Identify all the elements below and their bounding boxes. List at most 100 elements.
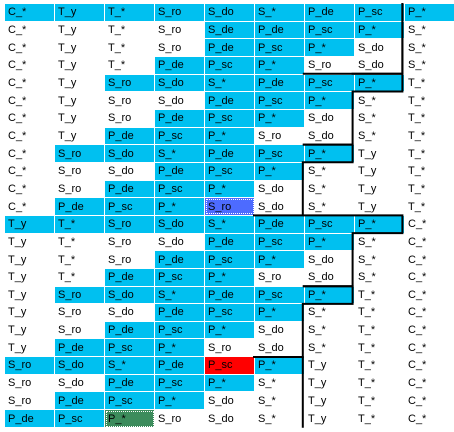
grid-cell[interactable]: S_* xyxy=(204,74,255,92)
grid-cell[interactable]: T_* xyxy=(408,129,426,142)
grid-cell[interactable]: S_* xyxy=(358,235,376,248)
grid-cell[interactable]: P_de xyxy=(104,374,155,392)
grid-cell[interactable]: S_* xyxy=(308,324,326,337)
grid-cell[interactable]: P_* xyxy=(254,162,305,181)
grid-cell[interactable]: S_ro xyxy=(258,129,282,142)
grid-cell[interactable]: S_do xyxy=(258,200,284,213)
grid-cell[interactable]: T_y xyxy=(58,59,77,72)
grid-cell[interactable]: S_ro xyxy=(54,144,105,163)
grid-cell[interactable]: P_* xyxy=(254,56,305,75)
grid-cell[interactable]: T_y xyxy=(308,394,327,407)
grid-cell[interactable]: P_* xyxy=(204,321,255,339)
grid-cell[interactable]: P_de xyxy=(254,74,305,92)
grid-cell[interactable]: C_* xyxy=(8,182,27,195)
grid-cell[interactable]: S_* xyxy=(258,394,276,407)
grid-cell[interactable]: P_de xyxy=(104,127,155,145)
grid-cell[interactable]: C_* xyxy=(8,23,27,36)
grid-cell[interactable]: P_de xyxy=(254,21,305,39)
grid-cell[interactable]: T_y xyxy=(58,112,77,125)
grid-cell[interactable]: P_de xyxy=(104,268,155,286)
grid-cell[interactable]: C_* xyxy=(8,59,27,72)
grid-cell[interactable]: S_* xyxy=(258,412,276,425)
grid-cell[interactable]: C_* xyxy=(408,394,427,407)
grid-cell[interactable]: S_* xyxy=(358,112,376,125)
grid-cell[interactable]: T_* xyxy=(108,41,126,54)
grid-cell[interactable]: T_* xyxy=(58,271,76,284)
grid-cell[interactable]: P_sc xyxy=(304,21,355,39)
grid-cell[interactable]: T_* xyxy=(408,76,426,89)
grid-cell[interactable]: P_de xyxy=(154,303,205,322)
grid-cell[interactable]: C_* xyxy=(408,324,427,337)
selected-cell[interactable]: P_* xyxy=(104,409,155,428)
grid-cell[interactable]: S_* xyxy=(254,3,305,22)
grid-cell[interactable]: S_ro xyxy=(4,356,55,375)
grid-cell[interactable]: P_* xyxy=(304,38,355,57)
grid-cell[interactable]: S_do xyxy=(158,235,184,248)
grid-cell[interactable]: P_sc xyxy=(154,127,205,145)
grid-cell[interactable]: P_* xyxy=(204,374,255,392)
grid-cell[interactable]: T_y xyxy=(58,41,77,54)
grid-cell[interactable]: S_ro xyxy=(108,94,132,107)
grid-cell[interactable]: S_* xyxy=(154,144,205,163)
grid-cell[interactable]: T_* xyxy=(58,235,76,248)
grid-cell[interactable]: S_do xyxy=(208,394,234,407)
grid-cell[interactable]: C_* xyxy=(408,412,427,425)
grid-cell[interactable]: S_* xyxy=(308,341,326,354)
grid-cell[interactable]: P_* xyxy=(154,391,205,410)
grid-cell[interactable]: C_* xyxy=(408,341,427,354)
grid-cell[interactable]: T_* xyxy=(408,147,426,160)
grid-cell[interactable]: S_ro xyxy=(108,253,132,266)
grid-cell[interactable]: P_de xyxy=(54,391,105,410)
grid-cell[interactable]: S_do xyxy=(358,59,384,72)
grid-cell[interactable]: P_sc xyxy=(304,215,355,234)
grid-cell[interactable]: S_* xyxy=(308,182,326,195)
grid-cell[interactable]: T_* xyxy=(408,94,426,107)
grid-cell[interactable]: S_ro xyxy=(108,235,132,248)
grid-cell[interactable]: S_do xyxy=(154,215,205,234)
grid-cell[interactable]: C_* xyxy=(8,165,27,178)
grid-cell[interactable]: P_sc xyxy=(254,233,305,251)
grid-cell[interactable]: S_* xyxy=(308,165,326,178)
grid-cell[interactable]: T_* xyxy=(58,253,76,266)
grid-cell[interactable]: T_* xyxy=(104,3,155,22)
grid-cell[interactable]: S_* xyxy=(104,356,155,375)
selected-cell[interactable]: P_sc xyxy=(204,356,255,375)
grid-cell[interactable]: T_y xyxy=(358,165,377,178)
grid-cell[interactable]: S_ro xyxy=(8,377,32,390)
grid-cell[interactable]: S_* xyxy=(308,306,326,319)
grid-cell[interactable]: T_* xyxy=(358,324,376,337)
grid-cell[interactable]: P_* xyxy=(254,356,305,375)
grid-cell[interactable]: S_ro xyxy=(308,59,332,72)
grid-cell[interactable]: T_* xyxy=(108,23,126,36)
grid-cell[interactable]: P_sc xyxy=(104,197,155,216)
grid-cell[interactable]: S_ro xyxy=(104,215,155,234)
grid-cell[interactable]: C_* xyxy=(8,41,27,54)
grid-cell[interactable]: S_do xyxy=(308,253,334,266)
grid-cell[interactable]: S_do xyxy=(308,129,334,142)
grid-cell[interactable]: T_y xyxy=(4,215,55,234)
grid-cell[interactable]: C_* xyxy=(408,271,427,284)
grid-cell[interactable]: S_ro xyxy=(158,41,182,54)
grid-cell[interactable]: T_* xyxy=(358,341,376,354)
grid-cell[interactable]: P_* xyxy=(354,74,405,92)
grid-cell[interactable]: S_ro xyxy=(54,286,105,304)
grid-cell[interactable]: T_y xyxy=(8,306,27,319)
grid-cell[interactable]: S_do xyxy=(308,271,334,284)
grid-cell[interactable]: S_do xyxy=(358,41,384,54)
grid-cell[interactable]: S_ro xyxy=(258,271,282,284)
grid-cell[interactable]: P_sc xyxy=(204,109,255,128)
grid-cell[interactable]: S_do xyxy=(158,94,184,107)
grid-cell[interactable]: S_do xyxy=(204,3,255,22)
grid-cell[interactable]: S_do xyxy=(208,412,234,425)
grid-cell[interactable]: C_* xyxy=(408,218,427,231)
grid-cell[interactable]: T_y xyxy=(8,253,27,266)
grid-cell[interactable]: P_* xyxy=(204,268,255,286)
grid-cell[interactable]: S_* xyxy=(358,94,376,107)
grid-cell[interactable]: C_* xyxy=(8,200,27,213)
grid-cell[interactable]: S_do xyxy=(258,182,284,195)
grid-cell[interactable]: P_sc xyxy=(254,144,305,163)
grid-cell[interactable]: S_* xyxy=(258,377,276,390)
grid-cell[interactable]: T_y xyxy=(58,23,77,36)
grid-cell[interactable]: S_de xyxy=(204,21,255,39)
grid-cell[interactable]: C_* xyxy=(8,129,27,142)
